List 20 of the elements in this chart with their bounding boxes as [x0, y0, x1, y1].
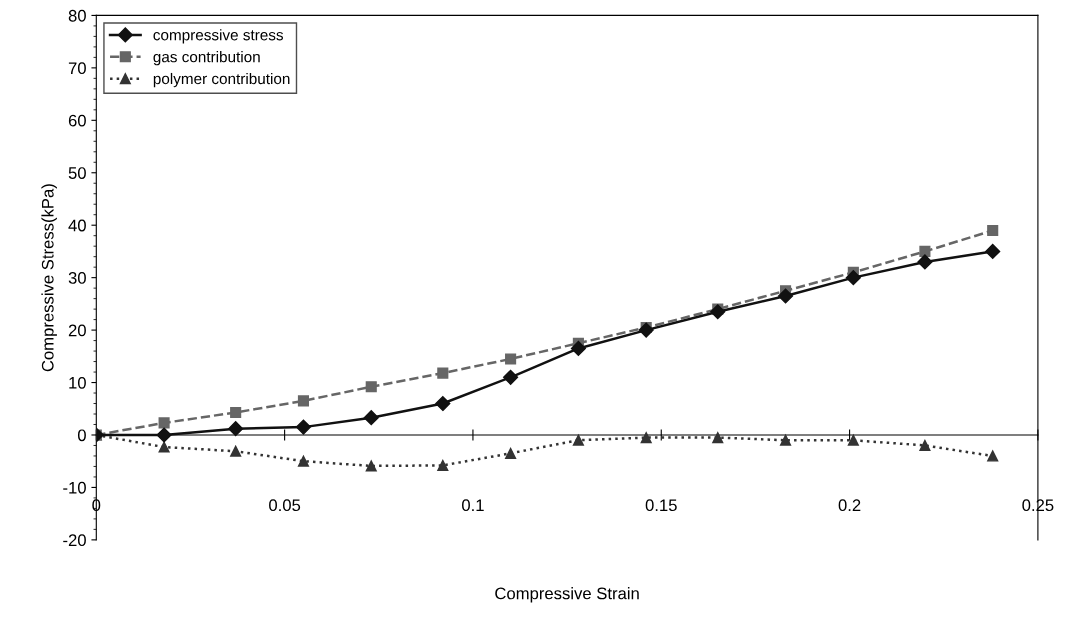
y-tick-label: 60: [68, 114, 86, 127]
y-tick-label: 20: [68, 324, 86, 337]
y-tick-label: 70: [68, 62, 86, 75]
legend-label: gas contribution: [153, 51, 260, 66]
x-tick-label: 0.2: [838, 499, 861, 512]
legend-label: compressive stress: [153, 29, 284, 44]
y-tick-label: 50: [68, 167, 86, 179]
x-tick-label: 0.15: [645, 499, 677, 512]
y-tick-label: 30: [68, 272, 86, 284]
y-tick-label: 40: [68, 219, 86, 232]
y-tick-label: -10: [63, 481, 86, 494]
x-tick-label: 0.05: [269, 499, 301, 512]
y-axis-title: Compressive Stress(kPa): [41, 184, 57, 372]
x-tick-label: 0.1: [462, 499, 484, 512]
x-axis-title: Compressive Strain: [495, 587, 639, 603]
y-tick-label: 80: [68, 9, 86, 22]
legend-label: polymer contribution: [153, 72, 290, 88]
y-tick-label: 10: [69, 376, 86, 389]
y-tick-label: -20: [63, 534, 86, 547]
y-tick-label: 0: [77, 429, 86, 442]
